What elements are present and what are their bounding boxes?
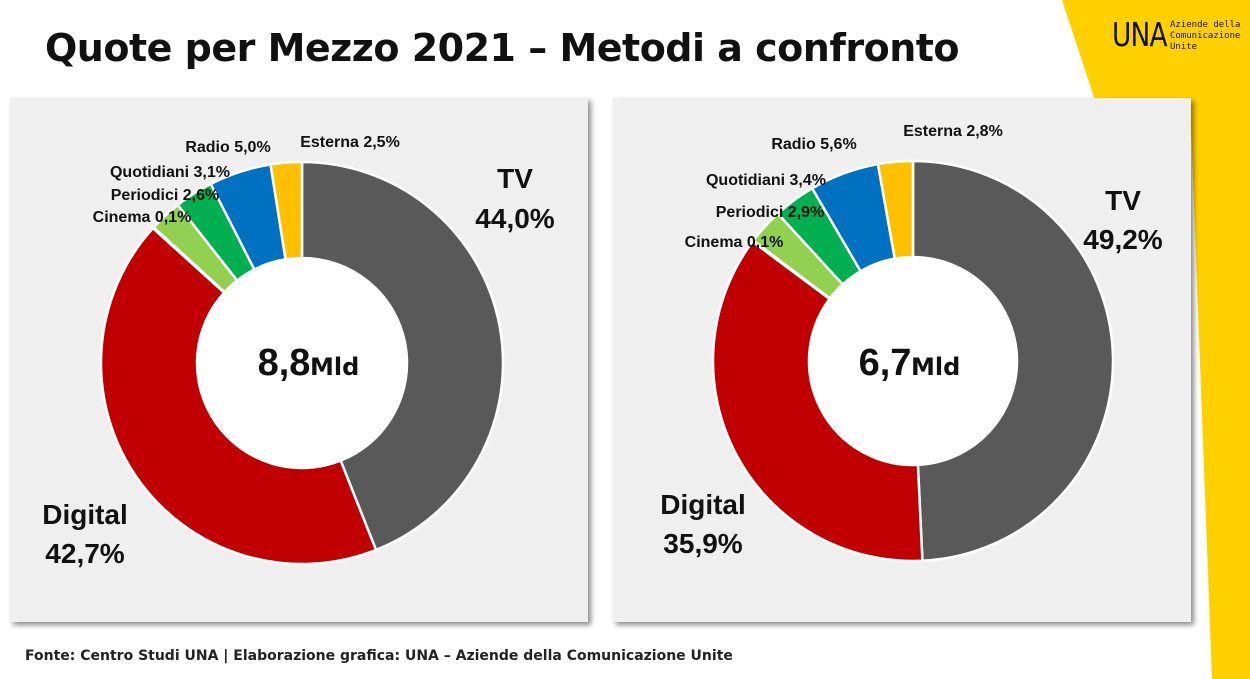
center-total-value: 8,8 xyxy=(258,342,311,384)
logo-mark: UNA xyxy=(1112,15,1168,54)
slice-value-digital: 35,9% xyxy=(663,528,742,559)
slice-label-digital: Digital xyxy=(42,499,128,530)
slice-label-tv: TV xyxy=(497,163,533,194)
una-logo: UNA Aziende della Comunicazione Unite xyxy=(1112,15,1240,54)
logo-line: Comunicazione xyxy=(1170,31,1241,41)
slice-tv xyxy=(911,159,1115,563)
center-total-value: 6,7 xyxy=(859,342,912,384)
donut-chart-right: 6,7 Mld TV 49,2% Digital 35,9% Cinema 0,1% Peri… xyxy=(660,123,1163,563)
slice-label-quotidiani: Quotidiani 3,4% xyxy=(706,172,826,189)
slice-esterna xyxy=(269,160,304,261)
slice-tv xyxy=(300,160,505,552)
slice-value-tv: 49,2% xyxy=(1083,224,1162,255)
slice-digital xyxy=(99,226,378,566)
slice-label-cinema: Cinema 0,1% xyxy=(685,234,784,251)
slice-esterna xyxy=(876,159,915,261)
slice-label-digital: Digital xyxy=(660,489,746,520)
slice-label-radio: Radio 5,6% xyxy=(771,136,856,153)
donut-chart-left: 8,8 Mld TV 44,0% Digital 42,7% Cinema 0,1% Peri… xyxy=(42,134,555,569)
slice-label-tv: TV xyxy=(1105,185,1141,216)
slice-value-tv: 44,0% xyxy=(475,203,554,234)
center-total-unit: Mld xyxy=(310,353,359,381)
slice-label-quotidiani: Quotidiani 3,1% xyxy=(110,164,230,181)
donut-hole xyxy=(198,259,406,467)
page-title: Quote per Mezzo 2021 – Metodi a confront… xyxy=(45,26,960,70)
slice-label-esterna: Esterna 2,5% xyxy=(300,134,400,151)
logo-line: Unite xyxy=(1170,42,1198,52)
slice-digital xyxy=(711,239,924,563)
slice-label-esterna: Esterna 2,8% xyxy=(903,123,1003,140)
donut-hole xyxy=(810,258,1016,464)
slice-value-digital: 42,7% xyxy=(45,538,124,569)
logo-text: Aziende della Comunicazione Unite xyxy=(1170,20,1240,53)
slice-label-radio: Radio 5,0% xyxy=(185,139,270,156)
slice-label-periodici: Periodici 2,6% xyxy=(111,187,220,204)
center-total-unit: Mld xyxy=(911,353,960,381)
slice-label-cinema: Cinema 0,1% xyxy=(93,209,192,226)
donut-panel-right: 6,7 Mld TV 49,2% Digital 35,9% Cinema 0,1% Peri… xyxy=(613,98,1191,622)
source-note: Fonte: Centro Studi UNA | Elaborazione g… xyxy=(25,648,733,664)
logo-line: Aziende della xyxy=(1170,20,1241,30)
slice-label-periodici: Periodici 2,9% xyxy=(716,204,825,221)
donut-panel-left: 8,8 Mld TV 44,0% Digital 42,7% Cinema 0,1% Peri… xyxy=(10,98,588,622)
